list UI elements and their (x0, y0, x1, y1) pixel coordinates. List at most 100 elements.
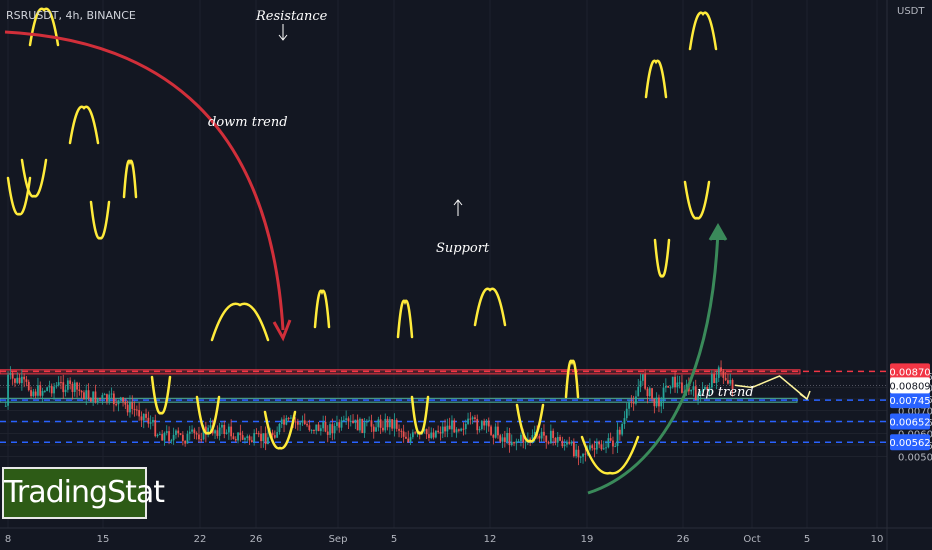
candle-body (25, 379, 28, 382)
candle-body (554, 437, 557, 443)
candle-body (471, 417, 474, 420)
candle-body (370, 420, 373, 427)
candle-body (71, 383, 74, 392)
candle-body (724, 377, 727, 381)
candle-body (306, 424, 308, 426)
resistance-pointer-head-icon (278, 34, 288, 41)
candle-body (469, 418, 472, 420)
candle-body (446, 425, 449, 432)
candle-body (612, 440, 614, 447)
candle-body (478, 429, 481, 431)
candle-body (547, 442, 550, 444)
candle-body (386, 418, 389, 428)
candle-body (78, 389, 81, 391)
candle-body (221, 424, 223, 428)
trough-highlight (683, 180, 711, 220)
candle-body (430, 432, 433, 439)
candle-body (713, 374, 716, 384)
candle-body (32, 391, 35, 397)
candle-body (483, 420, 486, 426)
candle-body (336, 422, 338, 426)
candle-body (149, 422, 152, 424)
candle-body (533, 431, 536, 436)
candle-body (352, 420, 354, 424)
candle-body (101, 395, 104, 399)
candle-body (641, 374, 644, 381)
candle-body (658, 397, 660, 407)
candle-body (563, 444, 566, 447)
candle-body (4, 405, 7, 407)
candle-body (140, 416, 143, 421)
candle-body (55, 385, 58, 387)
peak-highlight (396, 299, 414, 339)
candle-body (457, 429, 460, 431)
price-level-tag (890, 363, 930, 380)
peak-highlight (688, 11, 718, 51)
trough-highlight (515, 403, 545, 443)
candle-body (476, 418, 479, 431)
up-trend-annotation: up trend (697, 385, 754, 400)
candle-body (218, 427, 221, 436)
candle-body (582, 453, 584, 457)
candle-body (437, 430, 440, 433)
candle-body (11, 373, 14, 379)
candle-body (602, 448, 605, 450)
trough-highlight (653, 238, 671, 278)
candle-body (108, 394, 111, 402)
candle-body (317, 424, 320, 432)
price-level-tag-label: 0.00562 (889, 438, 930, 449)
x-tick-label: 5 (804, 534, 810, 545)
candle-body (618, 429, 621, 435)
candle-body (607, 438, 610, 448)
candle-body (669, 387, 672, 389)
candle-body (701, 389, 704, 392)
x-tick-label: Sep (329, 534, 348, 545)
candle-body (354, 419, 357, 424)
candle-body (85, 390, 88, 400)
x-tick-label: 22 (194, 534, 207, 545)
candle-body (664, 385, 667, 388)
candle-body (264, 433, 267, 445)
candle-body (7, 374, 9, 406)
candle-body (432, 432, 435, 438)
trough-highlight (6, 176, 32, 216)
candle-body (706, 386, 709, 389)
candle-body (595, 441, 598, 450)
candle-body (62, 382, 65, 393)
yellow-highlight-marks (6, 7, 718, 475)
candle-body (250, 440, 253, 442)
current-price-tag-label: 0.00809 (889, 381, 930, 392)
candle-body (368, 420, 371, 422)
candle-body (262, 433, 265, 442)
candle-body (439, 432, 442, 434)
candle-body (172, 434, 175, 441)
trough-highlight (410, 395, 430, 435)
candle-body (126, 404, 129, 413)
candle-body (280, 419, 283, 425)
x-tick-label: 26 (677, 534, 690, 545)
candle-body (697, 395, 699, 400)
candle-body (531, 435, 534, 440)
trough-highlight (150, 375, 172, 415)
candle-body (625, 408, 628, 419)
candle-body (152, 419, 154, 423)
candle-body (195, 433, 198, 435)
candle-body (9, 373, 12, 375)
candle-body (163, 432, 166, 441)
candle-body (490, 426, 492, 435)
candle-body (303, 420, 306, 425)
candle-body (508, 433, 511, 446)
candle-body (202, 426, 205, 440)
candle-body (131, 402, 134, 409)
up-trend-arrow-head-icon (708, 222, 728, 241)
candle-body (239, 432, 242, 436)
candle-body (115, 404, 118, 406)
candle-body (635, 396, 637, 404)
candle-body (37, 385, 39, 396)
candle-body (600, 444, 603, 450)
candle-body (722, 370, 725, 378)
candle-body (310, 429, 313, 431)
candle-body (324, 421, 327, 432)
candle-body (237, 432, 239, 441)
support-pointer-head-icon (453, 199, 463, 206)
